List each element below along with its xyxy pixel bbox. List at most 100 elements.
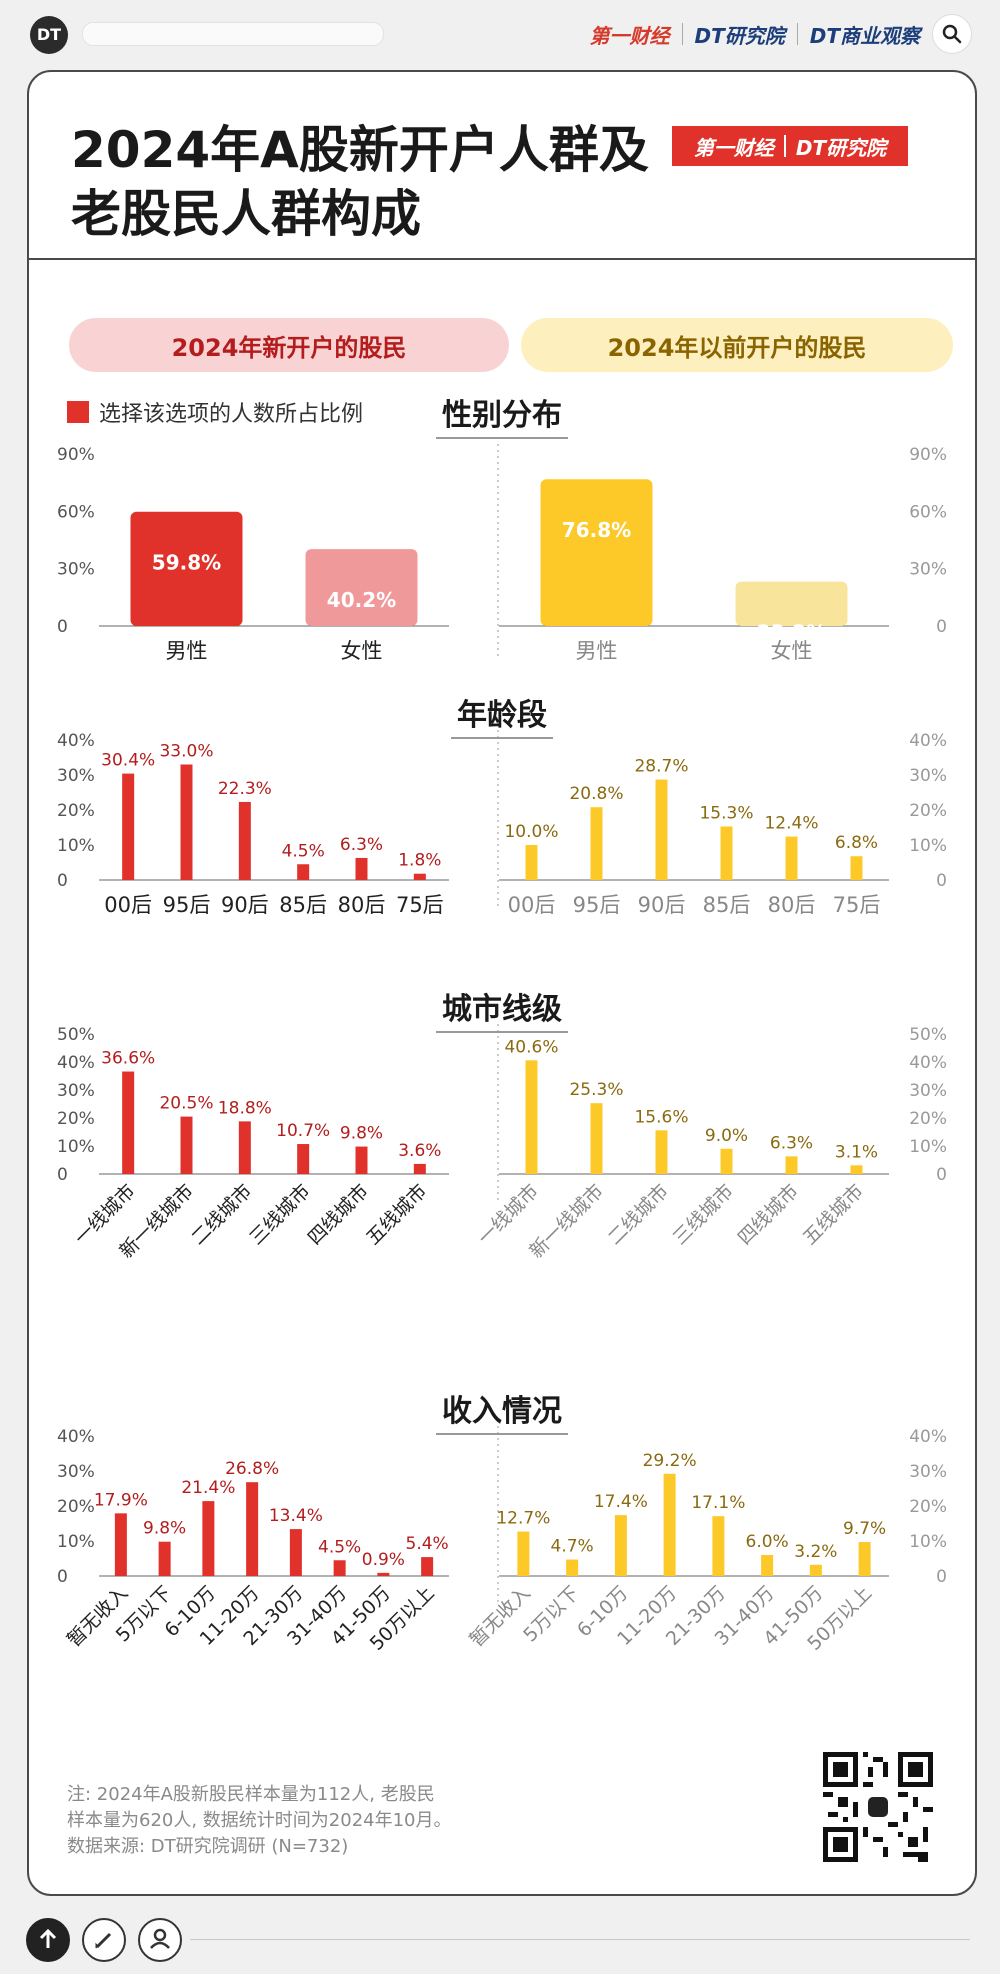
brand-dt-logo: DT研究院 (694, 23, 785, 48)
bar (355, 857, 368, 880)
y-tick-label-left: 20% (57, 1497, 95, 1517)
section-title-city: 城市线级 (29, 984, 975, 1033)
x-category-label: 80后 (338, 893, 386, 917)
y-tick-label-left: 10% (57, 836, 95, 856)
y-tick-label-left: 20% (57, 801, 95, 821)
y-tick-label-left: 10% (57, 1532, 95, 1552)
bar-value-label: 20.8% (569, 784, 623, 804)
logo-dt: DT研究院 (795, 135, 887, 160)
x-category-label: 95后 (163, 893, 211, 917)
bar-value-label: 9.7% (843, 1519, 886, 1539)
x-category-label: 75后 (396, 893, 444, 917)
bar-value-label: 3.1% (835, 1142, 878, 1162)
bar (377, 1572, 390, 1576)
x-category-label: 75后 (833, 893, 881, 917)
divider (796, 23, 798, 45)
y-tick-label-left: 30% (57, 1081, 95, 1101)
bar-value-label: 25.3% (569, 1080, 623, 1100)
bar (355, 1146, 368, 1174)
bar (720, 1148, 733, 1174)
y-tick-label-right: 50% (909, 1025, 947, 1045)
y-tick-label-right: 20% (909, 1497, 947, 1517)
bar (517, 1531, 530, 1576)
bar-value-label: 28.7% (634, 757, 688, 777)
y-tick-label-right: 10% (909, 1137, 947, 1157)
bar-value-label: 76.8% (562, 518, 631, 542)
bar (297, 1144, 310, 1174)
bar-value-label: 15.6% (634, 1107, 688, 1127)
bar (525, 1060, 538, 1174)
bar (246, 1482, 259, 1576)
divider (190, 1939, 970, 1940)
bar-value-label: 9.8% (143, 1519, 186, 1539)
bar-value-label: 6.3% (340, 835, 383, 855)
x-category-label: 80后 (768, 893, 816, 917)
header-divider (29, 258, 975, 260)
y-tick-label-right: 0 (936, 871, 947, 891)
bar (720, 826, 733, 880)
user-icon (150, 1928, 170, 1949)
bar (712, 1516, 725, 1576)
bar-value-label: 17.1% (691, 1493, 745, 1513)
bar-value-label: 4.5% (282, 841, 325, 861)
bar (114, 1513, 127, 1576)
bar (850, 856, 863, 880)
x-category-label: 女性 (771, 639, 813, 663)
bar (566, 1559, 579, 1576)
bar-value-label: 33.0% (159, 742, 213, 762)
bar-value-label: 17.4% (594, 1492, 648, 1512)
y-tick-label-left: 60% (57, 502, 95, 522)
bar (858, 1542, 871, 1576)
bar-value-label: 15.3% (699, 803, 753, 823)
bar (655, 1130, 668, 1174)
divider (783, 135, 786, 157)
edit-button[interactable] (82, 1918, 126, 1962)
bar (122, 1071, 135, 1174)
y-tick-label-right: 0 (936, 1165, 947, 1185)
y-tick-label-right: 20% (909, 801, 947, 821)
brand-row: 第一财经 DT研究院 DT商业观察 (590, 18, 920, 50)
bar (525, 845, 538, 880)
y-tick-label-right: 30% (909, 766, 947, 786)
bar (850, 1165, 863, 1174)
divider (681, 23, 683, 45)
y-tick-label-right: 60% (909, 502, 947, 522)
avatar[interactable]: DT (30, 16, 68, 54)
x-category-label: 四线城市 (734, 1180, 803, 1249)
footnote: 注: 2024年A股新股民样本量为112人, 老股民 样本量为620人, 数据统… (67, 1782, 452, 1860)
bar-value-label: 22.3% (218, 779, 272, 799)
data-source: 数据来源: DT研究院调研 (N=732) (67, 1836, 349, 1857)
bar-value-label: 9.0% (705, 1126, 748, 1146)
y-tick-label-left: 0 (57, 871, 68, 891)
bar-value-label: 6.3% (770, 1133, 813, 1153)
bar-value-label: 4.5% (318, 1537, 361, 1557)
y-tick-label-right: 30% (909, 560, 947, 580)
y-tick-label-right: 40% (909, 1053, 947, 1073)
address-bar[interactable] (82, 22, 384, 46)
bar (540, 479, 653, 626)
page-title: 2024年A股新开户人群及 老股民人群构成 (71, 118, 649, 246)
search-button[interactable] (932, 14, 972, 54)
x-category-label: 90后 (638, 893, 686, 917)
scroll-top-button[interactable] (26, 1918, 70, 1962)
bar (663, 1473, 676, 1576)
y-tick-label-left: 0 (57, 1165, 68, 1185)
bar (809, 1564, 822, 1576)
bar-value-label: 12.7% (496, 1509, 550, 1529)
bar (202, 1501, 215, 1576)
bar-value-label: 0.9% (362, 1550, 405, 1570)
y-tick-label-right: 10% (909, 836, 947, 856)
y-tick-label-left: 30% (57, 766, 95, 786)
y-tick-label-right: 40% (909, 1427, 947, 1447)
bar-value-label: 13.4% (269, 1506, 323, 1526)
x-category-label: 00后 (104, 893, 152, 917)
profile-button[interactable] (138, 1918, 182, 1962)
x-category-label: 85后 (279, 893, 327, 917)
bar-value-label: 30.4% (101, 751, 155, 771)
bar-value-label: 23.2% (757, 621, 826, 645)
y-tick-label-right: 10% (909, 1532, 947, 1552)
bar (297, 864, 310, 880)
bar (785, 1156, 798, 1174)
y-tick-label-right: 0 (936, 1567, 947, 1587)
x-category-label: 女性 (341, 639, 383, 663)
